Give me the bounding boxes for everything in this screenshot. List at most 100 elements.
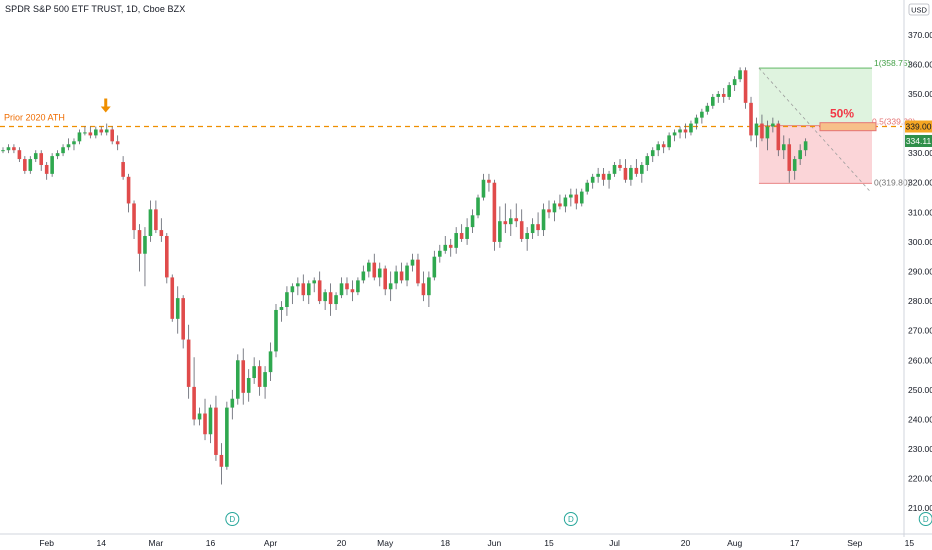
candle-down <box>110 129 114 142</box>
candle-down <box>88 132 93 136</box>
candle-down <box>219 454 224 467</box>
candle-up <box>465 227 469 239</box>
candle-up <box>656 144 660 151</box>
candle-up <box>585 182 590 192</box>
time-tick-label: 17 <box>790 538 800 548</box>
candle-down <box>186 339 191 387</box>
candle-down <box>12 147 16 151</box>
candle-up <box>640 164 644 174</box>
candle-down <box>487 179 491 183</box>
candle-down <box>257 366 262 387</box>
retrace-box <box>819 122 877 132</box>
candle-up <box>432 256 437 278</box>
candle-down <box>115 141 120 145</box>
candle-down <box>372 262 377 278</box>
ath-label: Prior 2020 ATH <box>4 113 65 123</box>
candle-down <box>492 182 497 242</box>
last-price-tag-label: 334.11 <box>906 136 932 146</box>
candle-up <box>394 271 398 284</box>
candle-down <box>44 164 49 174</box>
candle-down <box>459 233 464 239</box>
candle-down <box>328 292 333 305</box>
candle-up <box>33 153 38 160</box>
candle-up <box>443 244 448 251</box>
candle-down <box>345 283 349 290</box>
candle-down <box>601 173 606 180</box>
candle-up <box>650 150 655 157</box>
dividend-marker <box>225 512 240 526</box>
time-tick-label: Jul <box>609 538 620 548</box>
candle-up <box>246 378 251 393</box>
candle-down <box>661 144 666 148</box>
candle-down <box>99 129 104 133</box>
candle-up <box>323 292 327 302</box>
candle-down <box>787 144 792 171</box>
candle-up <box>672 132 677 136</box>
candle-up <box>607 173 611 180</box>
candle-up <box>454 233 458 248</box>
candle-up <box>427 277 431 296</box>
candle-up <box>765 126 770 139</box>
candle-up <box>377 268 382 278</box>
candle-up <box>1 150 5 152</box>
candle-up <box>94 129 98 136</box>
candle-up <box>279 307 284 310</box>
candle-down <box>760 123 764 139</box>
dividend-marker <box>918 512 932 526</box>
candle-down <box>634 167 639 174</box>
candle-up <box>306 283 311 296</box>
candle-up <box>541 209 546 231</box>
price-tick-label: 300.00 <box>908 237 932 247</box>
candle-down <box>536 224 540 231</box>
candle-down <box>547 209 551 213</box>
candle-down <box>776 123 781 151</box>
candle-down <box>154 209 158 231</box>
candles <box>1 67 808 485</box>
candle-up <box>339 283 344 296</box>
candle-up <box>525 233 529 239</box>
candle-up <box>689 123 693 133</box>
candle-down <box>399 271 404 281</box>
candle-down <box>203 413 207 435</box>
fib-trend-line <box>758 67 871 192</box>
candle-up <box>438 250 442 257</box>
candle-down <box>17 150 22 160</box>
dividend-marker-label: D <box>923 515 929 524</box>
fib-lower-zone <box>758 125 872 184</box>
price-tick-label: 310.00 <box>908 207 932 217</box>
candle-down <box>503 221 508 225</box>
candle-up <box>148 209 153 236</box>
candle-up <box>230 398 235 408</box>
fib-bottom-label: 0(319.80) <box>874 177 911 187</box>
candle-up <box>498 221 502 242</box>
candle-up <box>28 159 33 171</box>
candle-up <box>645 156 650 165</box>
candle-down <box>574 194 579 204</box>
candle-up <box>225 407 229 467</box>
candle-up <box>367 262 371 272</box>
candle-down <box>301 283 306 296</box>
candle-down <box>514 218 519 222</box>
candle-up <box>143 235 147 254</box>
time-tick-label: 15 <box>544 538 554 548</box>
candle-up <box>235 360 240 399</box>
price-tick-label: 350.00 <box>908 89 932 99</box>
time-tick-label: Apr <box>264 538 277 548</box>
time-tick-label: Feb <box>39 538 54 548</box>
time-tick-label: 20 <box>337 538 347 548</box>
candle-up <box>470 215 475 228</box>
candle-up <box>612 164 617 174</box>
candle-down <box>350 289 355 293</box>
candle-down <box>448 244 453 248</box>
candle-up <box>792 159 797 171</box>
candle-down <box>721 93 726 97</box>
candle-down <box>192 386 196 420</box>
ath-price-tag <box>905 120 932 133</box>
time-tick-label: May <box>377 538 394 548</box>
candle-up <box>481 179 486 198</box>
candle-up <box>700 111 704 118</box>
candle-down <box>519 221 524 239</box>
price-tick-label: 360.00 <box>908 59 932 69</box>
price-tick-label: 230.00 <box>908 444 932 454</box>
